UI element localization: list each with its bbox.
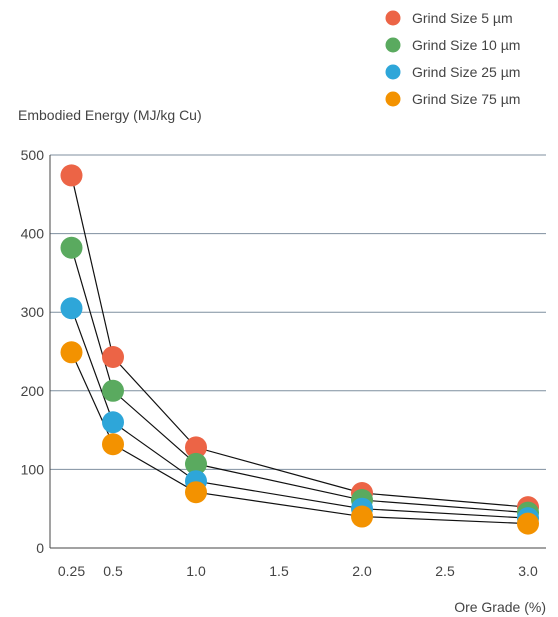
x-tick-label: 2.5 — [435, 563, 455, 579]
x-tick-label: 1.0 — [186, 563, 206, 579]
grid — [49, 154, 546, 549]
x-tick-label: 0.5 — [103, 563, 123, 579]
x-tick-label: 1.5 — [269, 563, 289, 579]
data-point — [102, 346, 124, 369]
x-ticks: 0.25 0.5 1.0 1.5 2.0 2.5 3.0 — [58, 563, 538, 579]
data-point — [60, 297, 83, 320]
y-tick-label: 500 — [21, 147, 45, 163]
series-line — [70, 175, 529, 508]
y-tick-label: 300 — [21, 304, 45, 320]
x-tick-label: 2.0 — [352, 563, 372, 579]
x-axis-label: Ore Grade (%) — [454, 599, 546, 615]
x-tick-label: 3.0 — [518, 563, 538, 579]
series-lines — [70, 175, 529, 525]
data-point — [60, 164, 83, 187]
data-point — [102, 379, 124, 402]
legend-label: Grind Size 25 µm — [412, 64, 520, 80]
series-line — [70, 247, 529, 514]
legend-marker — [385, 64, 401, 80]
x-tick-label: 0.25 — [58, 563, 85, 579]
y-tick-label: 100 — [21, 461, 45, 477]
data-point — [185, 452, 207, 475]
data-point — [60, 236, 83, 259]
series-points — [60, 164, 539, 535]
data-point — [60, 341, 83, 364]
legend-marker — [385, 91, 401, 107]
legend-label: Grind Size 5 µm — [412, 10, 513, 26]
legend-marker — [385, 37, 401, 53]
data-point — [185, 436, 207, 459]
data-point — [185, 481, 207, 504]
y-tick-label: 400 — [21, 226, 45, 242]
legend-marker — [385, 10, 401, 26]
y-tick-label: 200 — [21, 383, 45, 399]
data-point — [351, 505, 373, 528]
data-point — [102, 433, 124, 456]
y-axis-label: Embodied Energy (MJ/kg Cu) — [18, 107, 202, 123]
legend: Grind Size 5 µm Grind Size 10 µm Grind Siz… — [385, 10, 520, 107]
y-ticks: 0 100 200 300 400 500 — [21, 147, 45, 556]
data-point — [102, 411, 124, 434]
legend-label: Grind Size 10 µm — [412, 37, 520, 53]
y-tick-label: 0 — [36, 540, 44, 556]
data-point — [517, 512, 539, 535]
legend-label: Grind Size 75 µm — [412, 91, 520, 107]
